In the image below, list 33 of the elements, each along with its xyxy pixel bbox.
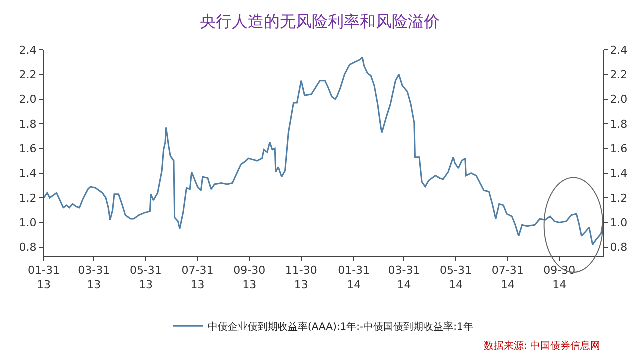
x-tick-label: 01-31 13 bbox=[28, 264, 60, 292]
y-tick-label: 0.8 bbox=[19, 241, 37, 254]
y-tick-label: 1.2 bbox=[19, 192, 37, 205]
y2-tick-label: 1.2 bbox=[610, 192, 628, 205]
y2-tick-label: 2.4 bbox=[610, 44, 628, 57]
y2-tick-label: 1.0 bbox=[610, 216, 628, 230]
x-tick-label: 07-31 13 bbox=[182, 264, 214, 292]
x-tick-label: 01-31 14 bbox=[338, 264, 370, 292]
x-tick-label: 09-30 13 bbox=[234, 264, 266, 292]
y2-tick-label: 1.6 bbox=[610, 142, 628, 156]
y-tick-label: 2.2 bbox=[19, 68, 37, 82]
x-tick-label: 11-30 13 bbox=[285, 264, 318, 292]
y2-tick-label: 2.2 bbox=[610, 68, 628, 82]
line-series bbox=[44, 56, 603, 246]
chart-title: 央行人造的无风险利率和风险溢价 bbox=[200, 12, 440, 32]
x-tick-label: 07-31 14 bbox=[492, 264, 524, 292]
legend-label: 中债企业债到期收益率(AAA):1年:-中债国债到期收益率:1年 bbox=[208, 321, 474, 334]
y-tick-label: 1.8 bbox=[19, 118, 37, 131]
y-tick-label: 2.4 bbox=[19, 44, 37, 57]
x-tick-label: 03-31 14 bbox=[388, 264, 420, 292]
x-tick-label: 03-31 13 bbox=[78, 264, 110, 292]
y-tick-label: 1.6 bbox=[19, 142, 37, 156]
source-note: 数据来源: 中国债券信息网 bbox=[484, 340, 601, 352]
x-tick-label: 05-31 14 bbox=[440, 264, 472, 292]
x-tick-label: 09-30 14 bbox=[544, 264, 576, 292]
y-tick-label: 2.0 bbox=[19, 93, 37, 106]
y2-tick-label: 2.0 bbox=[610, 93, 628, 106]
y2-tick-label: 1.4 bbox=[610, 167, 628, 180]
y-tick-label: 1.0 bbox=[19, 216, 37, 230]
y2-tick-label: 1.8 bbox=[610, 118, 628, 131]
y-tick-label: 1.4 bbox=[19, 167, 37, 180]
x-tick-label: 05-31 13 bbox=[130, 264, 162, 292]
y2-tick-label: 0.8 bbox=[610, 241, 628, 254]
